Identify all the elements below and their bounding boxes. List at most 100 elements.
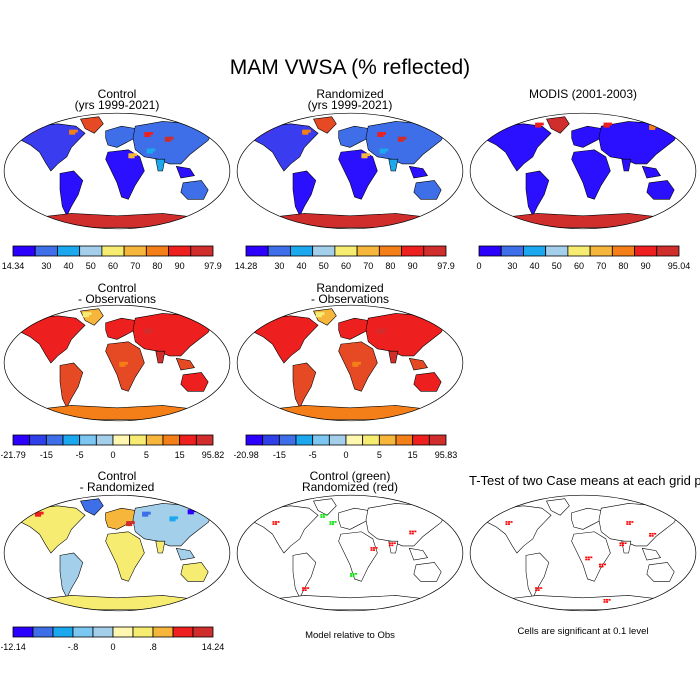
ttest-cell-2-4	[587, 558, 590, 561]
randomized-obs-colorbar-swatch-9	[395, 434, 414, 446]
control-cell-3-3	[164, 138, 169, 142]
control-randomized-colorbar-label-3: .8	[149, 642, 157, 652]
control-randomized-cell-1-4	[144, 513, 149, 517]
control-randomized-cell-3-3	[126, 523, 130, 527]
randomized-obs-cell-0-0	[315, 312, 320, 316]
randomized-obs-colorbar-swatch-5	[328, 434, 347, 446]
control-obs-colorbar-label-1: -15	[40, 450, 53, 460]
randomized-obs-cell-1-2	[270, 316, 275, 320]
ttest-land-greenland	[546, 498, 570, 516]
control-randomized-colorbar-label-1: -.8	[68, 642, 79, 652]
randomized-cell-5-1	[382, 148, 386, 152]
randomized-obs-land-northAmerica	[253, 315, 319, 364]
model-vs-obs-cell-3-0	[272, 521, 275, 523]
control-randomized-cell-1-3	[142, 513, 146, 517]
control-obs-land-europe	[105, 317, 136, 340]
randomized-colorbar-label-7: 90	[408, 261, 418, 271]
control-randomized-cell-4-1	[190, 509, 194, 513]
control-randomized-colorbar-label-4: 14.24	[202, 642, 225, 652]
randomized-obs-land-southAmerica	[292, 362, 317, 409]
randomized-colorbar-label-1: 30	[274, 261, 284, 271]
control-cell-4-3	[128, 155, 133, 159]
randomized-cell-2-4	[379, 134, 384, 138]
randomized-cell-0-2	[307, 129, 311, 133]
model-vs-obs-cell-4-0	[370, 547, 373, 549]
control-randomized-colorbar-swatch-5	[112, 626, 134, 638]
modis-colorbar-label-7: 90	[641, 261, 651, 271]
control-cell-3-4	[167, 138, 172, 142]
model-vs-obs-cell-3-1	[274, 521, 278, 523]
control-obs-colorbar-swatch-9	[162, 434, 181, 446]
model-vs-obs-cell-4-4	[373, 549, 376, 551]
ttest-cell-3-4	[601, 565, 604, 568]
modis-cell-0-0	[498, 124, 503, 128]
control-obs-cell-3-3	[119, 363, 123, 367]
control-randomized-colorbar-swatch-8	[172, 626, 194, 638]
control-colorbar-label-5: 70	[130, 261, 140, 271]
model-vs-obs-cell-2-3	[350, 575, 353, 577]
control-randomized-cell-3-2	[131, 521, 135, 524]
control-obs-colorbar-swatch-7	[129, 434, 147, 446]
modis-colorbar-swatch-8	[656, 245, 680, 257]
control-randomized-map	[3, 494, 231, 612]
model-vs-obs-cell-4-3	[370, 549, 373, 551]
randomized-colorbar-label-8: 97.9	[437, 261, 455, 271]
control-colorbar: 14.34 30 40 50 60 70 80 90 97.9	[2, 245, 222, 271]
ttest-cell-4-1	[621, 542, 625, 545]
model-vs-obs-cell-0-0	[320, 514, 323, 516]
control-randomized-colorbar: -12.14 -.8 0 .8 14.24	[1, 626, 225, 652]
modis-cell-3-0	[535, 122, 539, 126]
model-vs-obs-land-southAmerica	[292, 552, 317, 599]
control-colorbar-swatch-8	[190, 245, 214, 257]
ttest-map	[469, 494, 697, 612]
control-randomized-cell-4-0	[187, 509, 192, 513]
control-colorbar-label-4: 60	[108, 261, 118, 271]
ttest-land-antarctica	[495, 595, 671, 610]
ttest-land-india	[621, 540, 632, 554]
randomized-cell-3-4	[400, 138, 405, 142]
ttest-cell-0-4	[507, 523, 511, 525]
modis-colorbar-label-3: 50	[552, 261, 562, 271]
control-randomized-cell-0-3	[34, 513, 39, 517]
randomized-cell-0-0	[302, 129, 306, 133]
control-obs-colorbar-label-5: 15	[175, 450, 185, 460]
randomized-obs-land-antarctica	[262, 405, 438, 420]
model-vs-obs-cell-8-0	[409, 530, 412, 533]
modis-colorbar: 0 30 40 50 60 70 80 90 95.04	[476, 245, 690, 271]
ttest-cell-1-1	[537, 587, 540, 589]
control-randomized-colorbar-swatch-9	[192, 626, 214, 638]
control-obs-land-southAmerica	[59, 362, 84, 409]
randomized-obs-colorbar-swatch-1	[262, 434, 280, 446]
model-vs-obs-cell-2-4	[352, 575, 355, 577]
control-obs-cell-1-1	[35, 316, 39, 320]
control-land-australia	[180, 180, 209, 200]
ttest-cell-4-2	[624, 542, 627, 545]
control-obs-colorbar-label-6: 95.82	[202, 450, 225, 460]
modis-colorbar-label-5: 70	[596, 261, 606, 271]
control-cell-2-0	[144, 132, 149, 135]
model-vs-obs-cell-4-1	[373, 547, 376, 549]
model-vs-obs-cell-5-4	[391, 544, 394, 547]
control-cell-5-4	[149, 150, 153, 154]
control-randomized-cell-2-1	[171, 516, 176, 520]
modis-land-southAmerica	[525, 170, 550, 217]
control-obs-colorbar-swatch-5	[95, 434, 114, 446]
ttest-cell-4-3	[619, 544, 622, 547]
control-obs-cell-3-4	[121, 363, 126, 367]
randomized-obs-cell-0-4	[318, 314, 322, 318]
control-colorbar-label-8: 97.9	[204, 261, 222, 271]
control-colorbar-label-3: 50	[86, 261, 96, 271]
model-vs-obs-land-antarctica	[262, 595, 438, 610]
control-randomized-land-india	[155, 540, 166, 554]
control-cell-5-0	[146, 148, 151, 152]
control-colorbar-swatch-5	[123, 245, 147, 257]
control-cell-0-3	[69, 131, 73, 135]
control-obs-land-northAmerica	[20, 315, 86, 364]
ttest-cell-6-0	[649, 532, 652, 535]
control-obs-land-seAsia	[175, 357, 196, 371]
control-title-line-0: Control	[97, 87, 137, 101]
ttest-title-line-0: T-Test of two Case means at each grid po…	[469, 473, 700, 488]
ttest-cell-6-1	[651, 532, 654, 535]
ttest-cell-5-0	[626, 521, 629, 523]
randomized-obs-colorbar-label-2: -5	[309, 450, 317, 460]
